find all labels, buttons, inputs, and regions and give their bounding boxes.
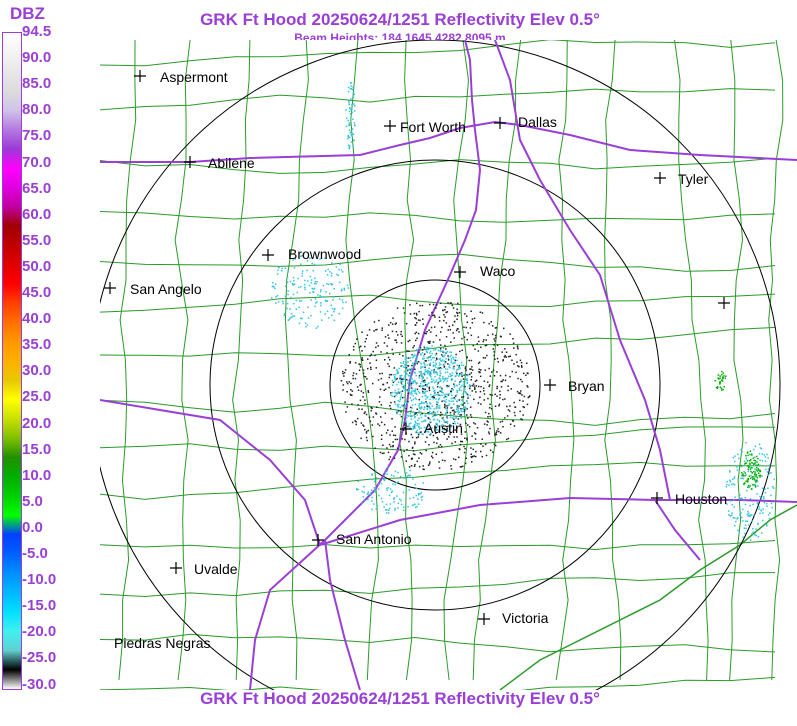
city-marker-icon	[400, 423, 412, 435]
dbz-tick-label: -25.0	[22, 649, 57, 667]
city-marker-icon	[651, 492, 663, 504]
dbz-tick-label: -5.0	[22, 545, 48, 562]
dbz-tick-label: 70.0	[22, 153, 52, 171]
dbz-tick-label: 0.0	[22, 518, 43, 536]
color-bar	[2, 32, 22, 690]
dbz-tick-label: 20.0	[22, 414, 52, 432]
range-ring-2	[209, 159, 661, 611]
radar-map	[100, 40, 797, 690]
city-label: Houston	[675, 491, 728, 507]
dbz-tick-label: 15.0	[22, 440, 52, 458]
dbz-tick-label: 5.0	[22, 492, 43, 510]
city-marker-icon	[262, 249, 274, 261]
city-marker-icon	[718, 297, 730, 309]
city-marker-icon	[494, 117, 506, 129]
dbz-tick-label: -10.0	[22, 571, 57, 589]
range-rings	[100, 40, 781, 690]
city-label: San Antonio	[336, 531, 412, 547]
radar-echoes	[271, 81, 775, 541]
radar-footer-title: GRK Ft Hood 20250624/1251 Reflectivity E…	[200, 689, 600, 708]
city-marker-icon	[544, 379, 556, 391]
dbz-tick-label: 40.0	[22, 310, 52, 328]
dbz-tick-label: 65.0	[22, 179, 52, 197]
dbz-tick-label: 55.0	[22, 231, 52, 249]
dbz-tick-label: 10.0	[22, 466, 52, 484]
dbz-tick-label: 90.0	[22, 49, 52, 67]
city-markers	[104, 70, 730, 625]
dbz-tick-label: 50.0	[22, 257, 52, 275]
dbz-color-scale: 94.5 90.0 85.0 80.0 75.0 70.0 65.0 60.0 55.0 50.0…	[0, 23, 100, 693]
dbz-tick-label: 85.0	[22, 75, 52, 93]
city-label: Aspermont	[160, 69, 228, 85]
dbz-tick-label: 30.0	[22, 362, 52, 380]
city-label: Abilene	[208, 155, 255, 171]
city-marker-icon	[312, 534, 324, 546]
city-marker-icon	[478, 613, 490, 625]
range-ring-1	[329, 279, 541, 491]
interstate-35	[249, 40, 482, 690]
city-label: Brownwood	[288, 246, 362, 262]
city-marker-icon	[184, 156, 196, 168]
city-marker-icon	[384, 120, 396, 132]
highways	[100, 40, 797, 690]
interstate-20	[100, 120, 797, 163]
dbz-tick-label: 94.5	[22, 23, 52, 40]
city-marker-icon	[170, 562, 182, 574]
interstate-10-east	[319, 496, 797, 546]
city-label: Piedras Negras	[114, 635, 211, 651]
city-label: Waco	[480, 263, 516, 279]
city-label: Dallas	[518, 114, 557, 130]
city-label: Fort Worth	[400, 119, 466, 135]
highway-288	[654, 499, 701, 561]
city-label: Victoria	[502, 610, 549, 626]
dbz-tick-label: 45.0	[22, 284, 52, 301]
city-label: Austin	[424, 420, 463, 436]
city-marker-icon	[654, 172, 666, 184]
city-marker-icon	[454, 266, 466, 278]
interstate-37	[324, 539, 361, 690]
city-label: Uvalde	[194, 561, 238, 577]
city-marker-icon	[134, 70, 146, 82]
dbz-tick-label: -15.0	[22, 597, 57, 615]
dbz-tick-label: 60.0	[22, 205, 52, 223]
interstate-10-west	[100, 399, 321, 546]
legend-unit-label: DBZ	[10, 4, 45, 23]
dbz-tick-label: 25.0	[22, 388, 52, 406]
dbz-tick-label: 75.0	[22, 127, 52, 145]
dbz-tick-label: 80.0	[22, 101, 52, 119]
highway-45	[494, 40, 671, 501]
city-label: Bryan	[568, 378, 605, 394]
dbz-tick-label: 35.0	[22, 336, 52, 354]
city-marker-icon	[104, 282, 116, 294]
dbz-tick-label: -30.0	[22, 675, 57, 693]
city-label: Tyler	[678, 171, 709, 187]
range-ring-3	[100, 40, 781, 690]
city-label: San Angelo	[130, 281, 202, 297]
dbz-tick-label: -20.0	[22, 623, 57, 641]
radar-title: GRK Ft Hood 20250624/1251 Reflectivity E…	[200, 10, 600, 29]
